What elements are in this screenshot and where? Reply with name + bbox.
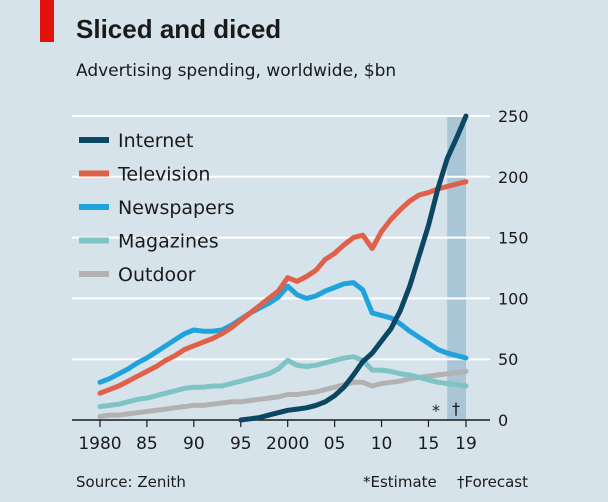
series-line-outdoor — [97, 368, 469, 419]
x-tick-label: 85 — [136, 434, 158, 454]
estimate-footnote: *Estimate — [363, 473, 437, 491]
chart-title: Sliced and diced — [76, 14, 281, 44]
series-line-newspapers — [97, 280, 469, 385]
y-tick-label: 100 — [498, 289, 529, 308]
y-tick-label: 150 — [498, 229, 529, 248]
series-line-television — [97, 179, 469, 396]
x-tick-label: 05 — [324, 434, 346, 454]
x-tick-label: 95 — [230, 434, 252, 454]
y-tick-label: 200 — [498, 168, 529, 187]
forecast-shaded-region — [447, 116, 466, 420]
legend-label-newspapers: Newspapers — [118, 197, 235, 219]
chart-subtitle: Advertising spending, worldwide, $bn — [76, 61, 396, 81]
legend-label-magazines: Magazines — [118, 231, 219, 253]
y-tick-label: 50 — [498, 350, 518, 369]
legend-label-television: Television — [117, 164, 210, 186]
series-line-magazines — [97, 354, 469, 410]
x-tick-label: 10 — [371, 434, 393, 454]
estimate-marker: * — [432, 401, 440, 420]
x-tick-label: 19 — [455, 434, 477, 454]
source-note: Source: Zenith — [76, 473, 186, 491]
forecast-footnote: †Forecast — [457, 473, 528, 491]
x-tick-label: 1980 — [78, 434, 121, 454]
legend-label-outdoor: Outdoor — [118, 264, 196, 286]
x-tick-label: 2000 — [266, 434, 309, 454]
x-tick-label: 15 — [418, 434, 440, 454]
brand-accent-bar — [40, 0, 54, 42]
forecast-marker: † — [452, 399, 460, 418]
y-tick-label: 0 — [498, 411, 508, 430]
series-line-internet — [238, 113, 469, 423]
legend-label-internet: Internet — [118, 130, 193, 152]
x-tick-label: 90 — [183, 434, 205, 454]
y-tick-label: 250 — [498, 107, 529, 126]
